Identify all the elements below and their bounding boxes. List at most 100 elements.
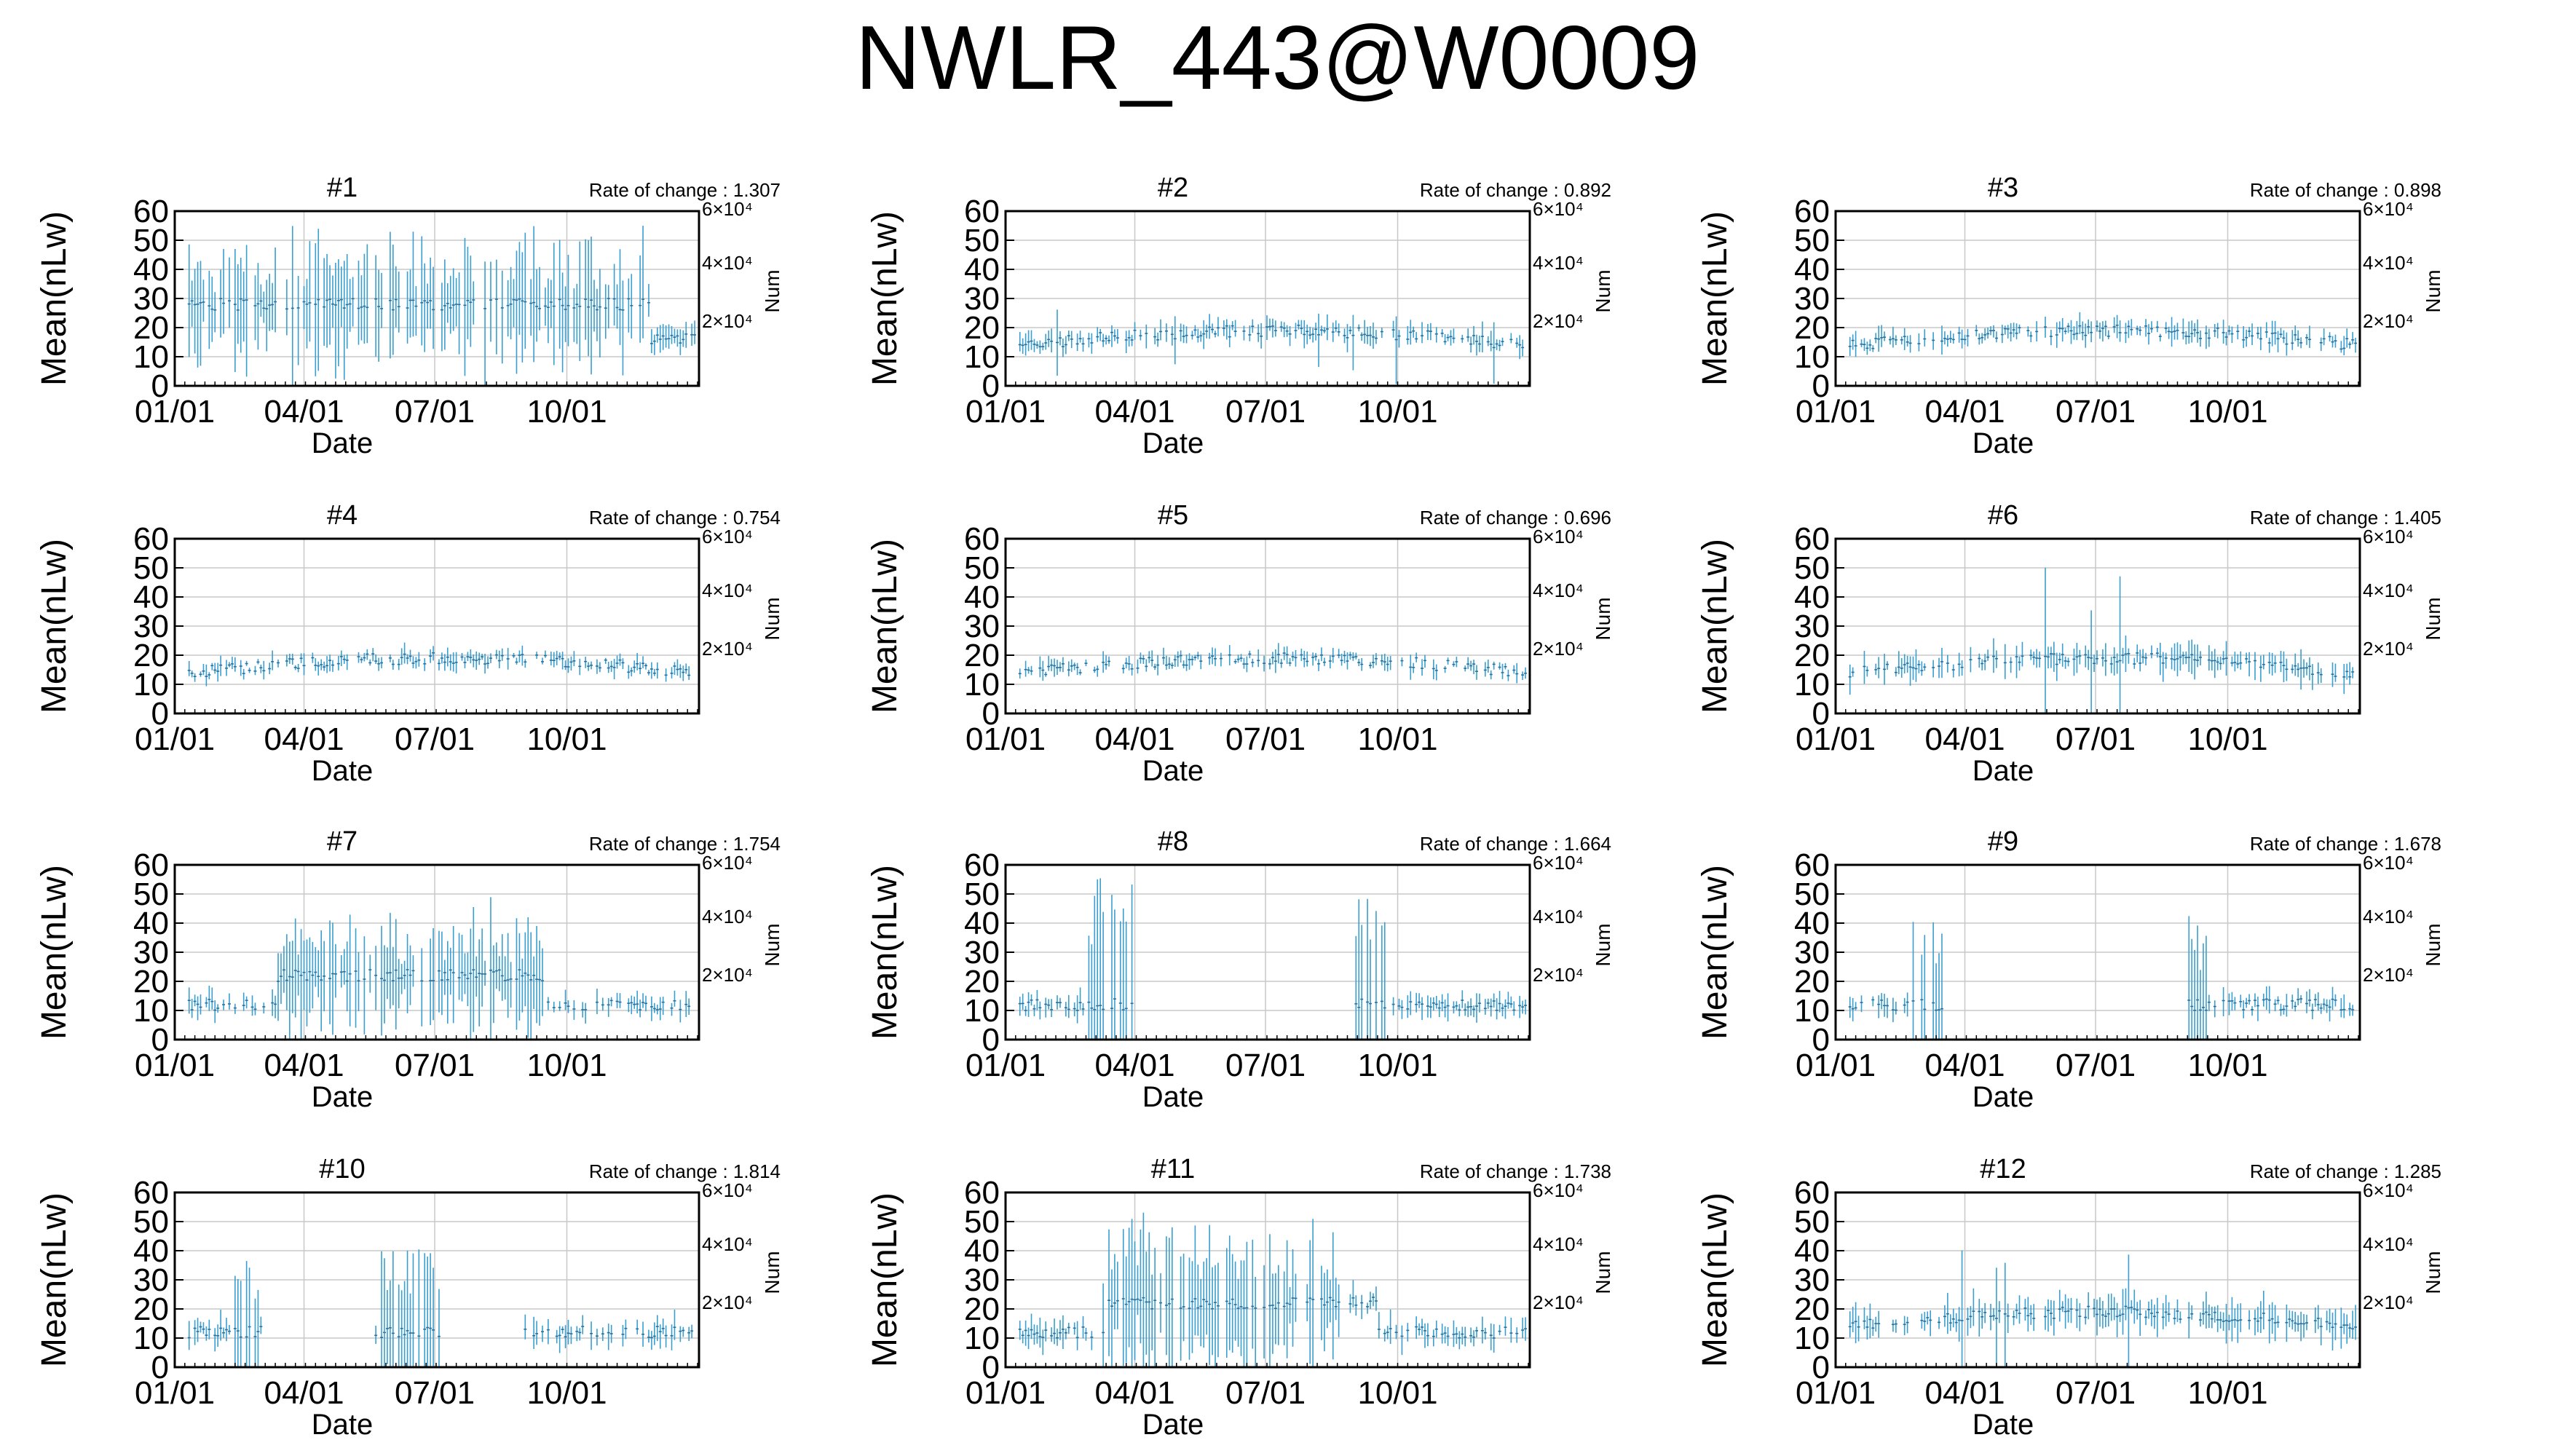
y-tick-label: 50 xyxy=(133,1204,169,1240)
x-tick-label: 07/01 xyxy=(2056,394,2136,430)
y-axis-label: Mean(nLw) xyxy=(866,211,904,386)
y-axis-label: Mean(nLw) xyxy=(35,211,74,386)
y-tick-label: 20 xyxy=(1794,638,1830,673)
y-tick-label: 0 xyxy=(151,1350,169,1385)
y-tick-label: 40 xyxy=(964,906,1000,941)
x-tick-label: 04/01 xyxy=(1094,1048,1174,1083)
x-tick-label: 04/01 xyxy=(1924,721,2005,757)
y-tick-label: 20 xyxy=(1794,310,1830,346)
y2-tick-label: 6×10⁴ xyxy=(2363,526,2414,547)
y-tick-label: 10 xyxy=(133,993,169,1029)
x-tick-label: 07/01 xyxy=(395,721,475,757)
y2-tick-label: 2×10⁴ xyxy=(2363,310,2414,332)
rate-of-change: Rate of change : 1.678 xyxy=(2250,833,2441,855)
y-tick-label: 30 xyxy=(964,281,1000,317)
y-tick-label: 60 xyxy=(964,847,1000,883)
panel-title: #7 xyxy=(327,826,358,857)
y-tick-label: 10 xyxy=(1794,993,1830,1029)
y-tick-label: 40 xyxy=(133,579,169,615)
y2-axis-label: Num xyxy=(2422,597,2444,640)
x-tick-label: 01/01 xyxy=(1796,394,1876,430)
y2-tick-label: 4×10⁴ xyxy=(702,579,753,601)
y2-tick-label: 4×10⁴ xyxy=(702,252,753,274)
y-axis-label: Mean(nLw) xyxy=(1696,865,1734,1040)
y-axis-label: Mean(nLw) xyxy=(35,1192,74,1367)
x-tick-label: 01/01 xyxy=(1796,1375,1876,1411)
x-tick-label: 10/01 xyxy=(1357,721,1437,757)
x-tick-label: 01/01 xyxy=(135,1048,215,1083)
y-tick-label: 20 xyxy=(133,1291,169,1327)
y-tick-label: 30 xyxy=(964,1262,1000,1298)
y-tick-label: 0 xyxy=(982,1022,1000,1058)
y2-tick-label: 4×10⁴ xyxy=(2363,906,2414,927)
y-tick-label: 50 xyxy=(964,1204,1000,1240)
y-tick-label: 10 xyxy=(1794,667,1830,703)
y2-tick-label: 4×10⁴ xyxy=(2363,1233,2414,1255)
y-tick-label: 0 xyxy=(151,696,169,732)
x-tick-label: 10/01 xyxy=(1357,1375,1437,1411)
y-tick-label: 30 xyxy=(1794,609,1830,644)
y-tick-label: 50 xyxy=(1794,223,1830,258)
y2-axis-label: Num xyxy=(1592,1251,1614,1294)
y-axis-label: Mean(nLw) xyxy=(866,539,904,713)
y-tick-label: 50 xyxy=(964,877,1000,912)
panel-title: #12 xyxy=(1980,1154,2026,1184)
x-tick-label: 07/01 xyxy=(2056,721,2136,757)
panel-title: #11 xyxy=(1151,1154,1196,1184)
x-tick-label: 07/01 xyxy=(395,1375,475,1411)
x-tick-label: 04/01 xyxy=(1094,394,1174,430)
y2-tick-label: 6×10⁴ xyxy=(1533,852,1584,874)
rate-of-change: Rate of change : 0.696 xyxy=(1420,507,1611,529)
y-tick-label: 50 xyxy=(964,550,1000,586)
y-tick-label: 0 xyxy=(1812,696,1830,732)
y2-tick-label: 6×10⁴ xyxy=(702,198,753,220)
y2-tick-label: 2×10⁴ xyxy=(1533,964,1584,986)
y2-tick-label: 2×10⁴ xyxy=(702,310,753,332)
y-tick-label: 10 xyxy=(1794,1321,1830,1356)
x-tick-label: 01/01 xyxy=(135,394,215,430)
y-tick-label: 0 xyxy=(1812,368,1830,404)
y2-tick-label: 6×10⁴ xyxy=(1533,526,1584,547)
y-tick-label: 40 xyxy=(1794,252,1830,288)
x-axis-label: Date xyxy=(312,1409,374,1441)
y2-tick-label: 6×10⁴ xyxy=(2363,198,2414,220)
y2-tick-label: 2×10⁴ xyxy=(1533,1291,1584,1313)
x-axis-label: Date xyxy=(1972,755,2034,787)
y2-axis-label: Num xyxy=(761,597,783,640)
y2-tick-label: 2×10⁴ xyxy=(2363,964,2414,986)
x-tick-label: 10/01 xyxy=(1357,394,1437,430)
y-tick-label: 30 xyxy=(964,609,1000,644)
y-tick-label: 40 xyxy=(964,579,1000,615)
y2-axis-label: Num xyxy=(761,269,783,312)
y2-tick-label: 2×10⁴ xyxy=(1533,310,1584,332)
y-tick-label: 50 xyxy=(964,223,1000,258)
x-axis-label: Date xyxy=(1972,427,2034,459)
x-axis-label: Date xyxy=(1972,1081,2034,1113)
x-tick-label: 01/01 xyxy=(965,1048,1046,1083)
y2-axis-label: Num xyxy=(761,923,783,966)
y-tick-label: 10 xyxy=(964,993,1000,1029)
panel-title: #3 xyxy=(1988,173,2018,203)
y-tick-label: 20 xyxy=(133,310,169,346)
x-tick-label: 01/01 xyxy=(1796,721,1876,757)
x-tick-label: 07/01 xyxy=(1225,1048,1306,1083)
x-axis-label: Date xyxy=(1972,1409,2034,1441)
y2-axis-label: Num xyxy=(2422,923,2444,966)
y2-tick-label: 4×10⁴ xyxy=(702,1233,753,1255)
y-axis-label: Mean(nLw) xyxy=(35,865,74,1040)
y-tick-label: 10 xyxy=(1794,339,1830,375)
y2-axis-label: Num xyxy=(1592,597,1614,640)
y-tick-label: 60 xyxy=(1794,521,1830,557)
y2-tick-label: 2×10⁴ xyxy=(2363,1291,2414,1313)
x-tick-label: 07/01 xyxy=(395,394,475,430)
y-tick-label: 30 xyxy=(133,609,169,644)
y-tick-label: 30 xyxy=(1794,281,1830,317)
y-tick-label: 30 xyxy=(1794,935,1830,970)
y-axis-label: Mean(nLw) xyxy=(866,865,904,1040)
